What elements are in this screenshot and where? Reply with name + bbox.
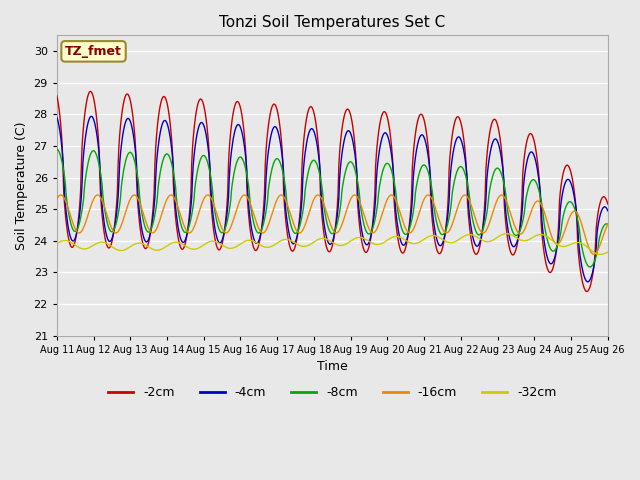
Text: TZ_fmet: TZ_fmet (65, 45, 122, 58)
Legend: -2cm, -4cm, -8cm, -16cm, -32cm: -2cm, -4cm, -8cm, -16cm, -32cm (103, 382, 561, 405)
Title: Tonzi Soil Temperatures Set C: Tonzi Soil Temperatures Set C (219, 15, 445, 30)
X-axis label: Time: Time (317, 360, 348, 373)
Y-axis label: Soil Temperature (C): Soil Temperature (C) (15, 121, 28, 250)
